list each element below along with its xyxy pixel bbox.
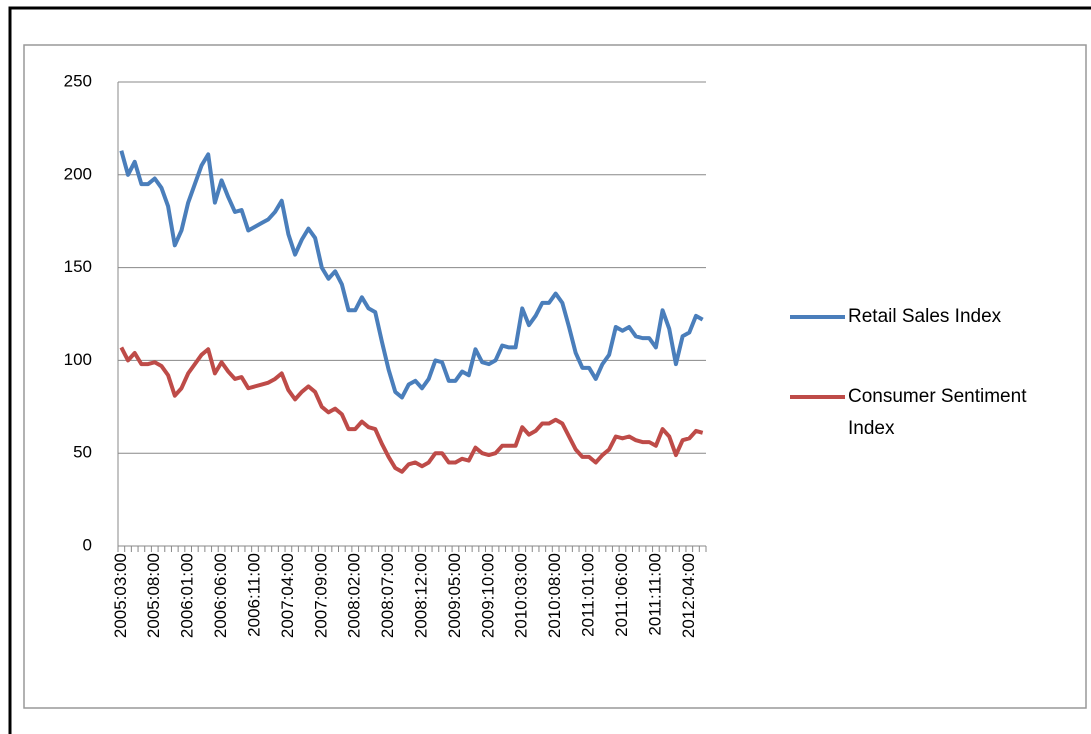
y-tick-label: 200 [64,164,92,183]
x-tick-label: 2007:04:00 [278,553,297,638]
x-tick-label: 2012:04:00 [679,553,698,638]
x-tick-label: 2010:03:00 [512,553,531,638]
x-tick-label: 2010:08:00 [545,553,564,638]
x-tick-label: 2006:11:00 [244,553,263,637]
x-tick-label: 2005:03:00 [111,553,130,638]
x-tick-label: 2009:10:00 [478,553,497,638]
x-tick-label: 2008:02:00 [345,553,364,638]
legend-label: Consumer Sentiment Index [848,386,1027,439]
x-tick-label: 2009:05:00 [445,553,464,638]
x-tick-label: 2007:09:00 [311,553,330,638]
y-tick-label: 50 [73,443,92,462]
legend-label: Retail Sales Index [848,306,1002,327]
x-tick-label: 2006:06:00 [211,553,230,638]
outer-frame [8,6,1091,734]
y-tick-label: 150 [64,257,92,276]
x-tick-label: 2008:07:00 [378,553,397,638]
chart-area-border [23,44,1087,709]
x-tick-label: 2011:06:00 [612,553,631,637]
x-tick-label: 2005:08:00 [144,553,163,638]
y-tick-label: 100 [64,350,92,369]
x-tick-label: 2008:12:00 [412,553,431,638]
y-tick-label: 0 [83,535,92,554]
x-tick-label: 2011:01:00 [579,553,598,637]
x-tick-label: 2006:01:00 [178,553,197,638]
series-line [119,150,704,400]
x-tick-label: 2011:11:00 [645,553,664,636]
series-line [119,346,704,474]
y-tick-label: 250 [64,71,92,90]
